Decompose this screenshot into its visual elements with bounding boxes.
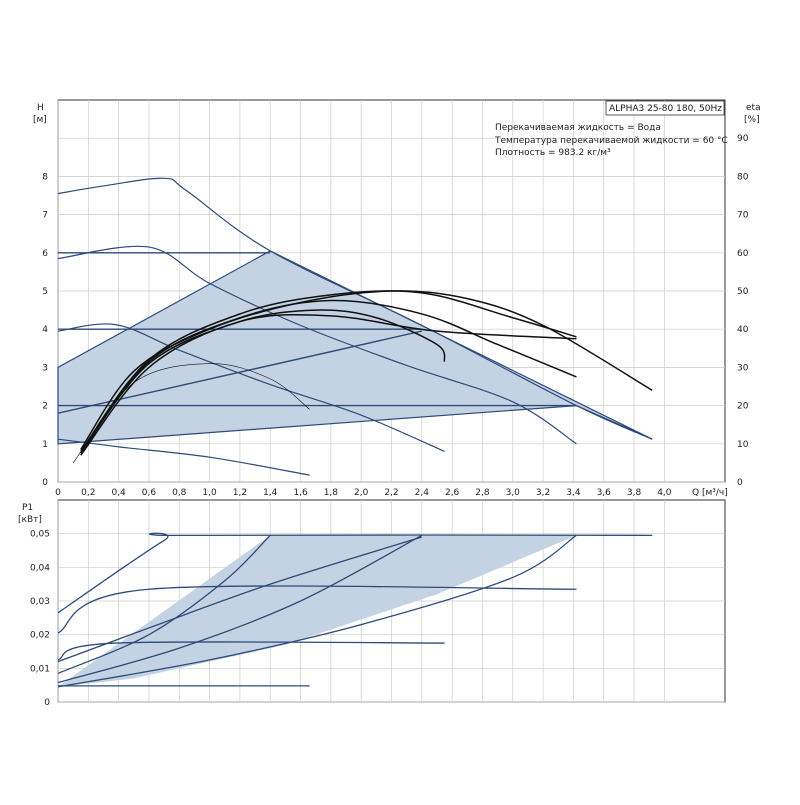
power-tick-label: 0,03: [30, 597, 50, 607]
y2-tick-label: 50: [737, 287, 749, 297]
x-tick-label: 1,8: [324, 488, 339, 498]
y-tick-label: 2: [42, 402, 48, 412]
y2-tick-label: 70: [737, 211, 749, 221]
x-tick-label: 0,8: [172, 488, 187, 498]
power-area: [58, 535, 653, 687]
y-axis-label-p1: P1: [22, 503, 33, 513]
power-tick-label: 0,05: [30, 530, 50, 540]
y2-tick-label: 40: [737, 325, 749, 335]
y2-axis-unit-eta: [%]: [744, 115, 760, 125]
x-tick-label: 3,8: [627, 488, 642, 498]
y2-tick-label: 10: [737, 440, 749, 450]
model-label-box: [605, 100, 725, 116]
operating-areas: [57, 250, 653, 687]
proportional-pressure-area: [57, 250, 653, 445]
x-tick-label: 1,2: [233, 488, 247, 498]
x-tick-label: 0,6: [142, 488, 157, 498]
info-temperature: Температура перекачиваемой жидкости = 60…: [494, 136, 728, 146]
power-curve: [57, 534, 423, 684]
eta-curve: [80, 299, 577, 454]
y2-tick-label: 0: [737, 478, 743, 488]
x-tick-label: 4,0: [657, 488, 672, 498]
head-curve: [57, 177, 653, 440]
eta-curve: [80, 290, 653, 450]
eta-curve: [80, 313, 577, 456]
control-curve: [57, 330, 422, 414]
x-tick-label: 1,4: [263, 488, 278, 498]
power-curve: [57, 585, 577, 634]
head-curve: [57, 245, 577, 445]
head-curve: [57, 438, 310, 476]
y-axis-unit-p1: [кВт]: [18, 515, 42, 525]
x-tick-label: 0,2: [81, 488, 95, 498]
eta-curve: [80, 309, 446, 454]
x-tick-label: 3,0: [506, 488, 521, 498]
info-density: Плотность = 983.2 кг/м³: [495, 148, 611, 158]
x-tick-label: 2,4: [415, 488, 430, 498]
power-curve: [57, 536, 423, 663]
power-curve: [57, 641, 445, 661]
power-grid: [57, 500, 725, 703]
y2-tick-label: 90: [737, 134, 749, 144]
y2-tick-label: 30: [737, 363, 749, 373]
x-tick-label: 1,6: [293, 488, 308, 498]
model-label: ALPHA3 25-80 180, 50Hz: [609, 104, 722, 114]
x-tick-label: 0,4: [111, 488, 126, 498]
eta-curve: [80, 290, 577, 452]
y-tick-label: 4: [42, 325, 48, 335]
x-tick-label: 0: [55, 488, 61, 498]
y-tick-label: 5: [42, 287, 48, 297]
eta-thin-curve: [72, 363, 310, 464]
y-tick-label: 0: [42, 478, 48, 488]
curves: [57, 177, 653, 688]
y2-axis-label-eta: eta: [746, 103, 761, 113]
y-tick-label: 3: [42, 363, 48, 373]
x-tick-label: 3,6: [597, 488, 612, 498]
y2-tick-label: 80: [737, 172, 749, 182]
info-fluid: Перекачиваемая жидкость = Вода: [495, 123, 661, 133]
power-tick-label: 0,01: [30, 664, 50, 674]
x-tick-label: 2,6: [445, 488, 460, 498]
x-tick-label: 2,8: [475, 488, 490, 498]
x-tick-label: 2,2: [384, 488, 398, 498]
y-tick-label: 1: [42, 440, 48, 450]
y-axis-label-h: H: [37, 103, 44, 113]
power-tick-label: 0,04: [30, 563, 50, 573]
y2-tick-label: 20: [737, 402, 749, 412]
power-curve: [57, 532, 653, 614]
x-tick-label: 1,0: [202, 488, 217, 498]
y2-tick-label: 60: [737, 249, 749, 259]
y-axis-unit-h: [м]: [33, 115, 47, 125]
x-tick-label: 3,4: [566, 488, 581, 498]
power-tick-label: 0,02: [30, 631, 50, 641]
power-curve: [57, 534, 577, 688]
x-axis-unit: Q [м³/ч]: [692, 488, 728, 498]
x-tick-label: 2,0: [354, 488, 369, 498]
y-tick-label: 6: [42, 249, 48, 259]
y-tick-label: 8: [42, 172, 48, 182]
y-tick-label: 7: [42, 211, 48, 221]
x-tick-label: 3,2: [536, 488, 550, 498]
axis-ticks: 0 0,2 0,4 0,6 0,8 1,0 1,2 1,4 1,6 1,8 2,0 2,2 2,4 2,6…: [30, 134, 749, 708]
power-curve: [57, 534, 271, 674]
power-tick-label: 0: [44, 698, 50, 708]
